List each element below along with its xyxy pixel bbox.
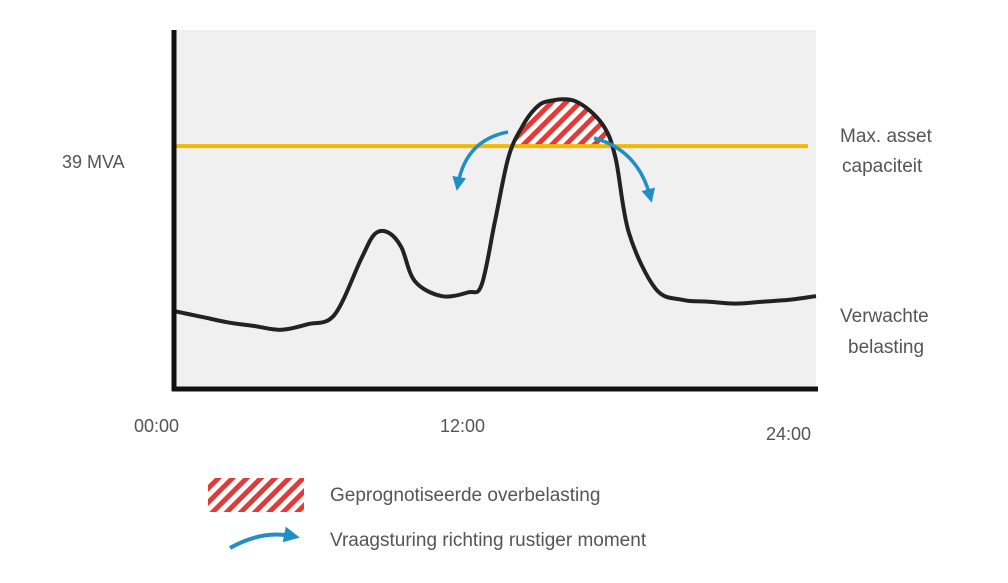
shift-arrow-left — [452, 130, 509, 191]
threshold-name-line2: capaciteit — [842, 156, 923, 177]
series-name-line1: Verwachte — [840, 306, 929, 327]
plot-background — [174, 30, 816, 388]
threshold-value-label: 39 MVA — [62, 152, 125, 172]
threshold-name-line1: Max. asset — [840, 126, 933, 147]
legend: Geprognotiseerde overbelasting Vraagstur… — [208, 478, 647, 551]
legend-arrow-icon — [229, 526, 300, 550]
shift-arrow-right — [593, 136, 656, 203]
x-tick-label-1: 12:00 — [440, 416, 485, 436]
x-tick-label-0: 00:00 — [134, 416, 179, 436]
legend-hatch-swatch — [208, 478, 304, 512]
load-curve — [173, 97, 817, 332]
legend-label-overload: Geprognotiseerde overbelasting — [330, 485, 600, 506]
x-tick-label-2: 24:00 — [766, 424, 811, 444]
series-name-line2: belasting — [848, 337, 924, 358]
legend-label-shift: Vraagsturing richting rustiger moment — [330, 530, 647, 551]
